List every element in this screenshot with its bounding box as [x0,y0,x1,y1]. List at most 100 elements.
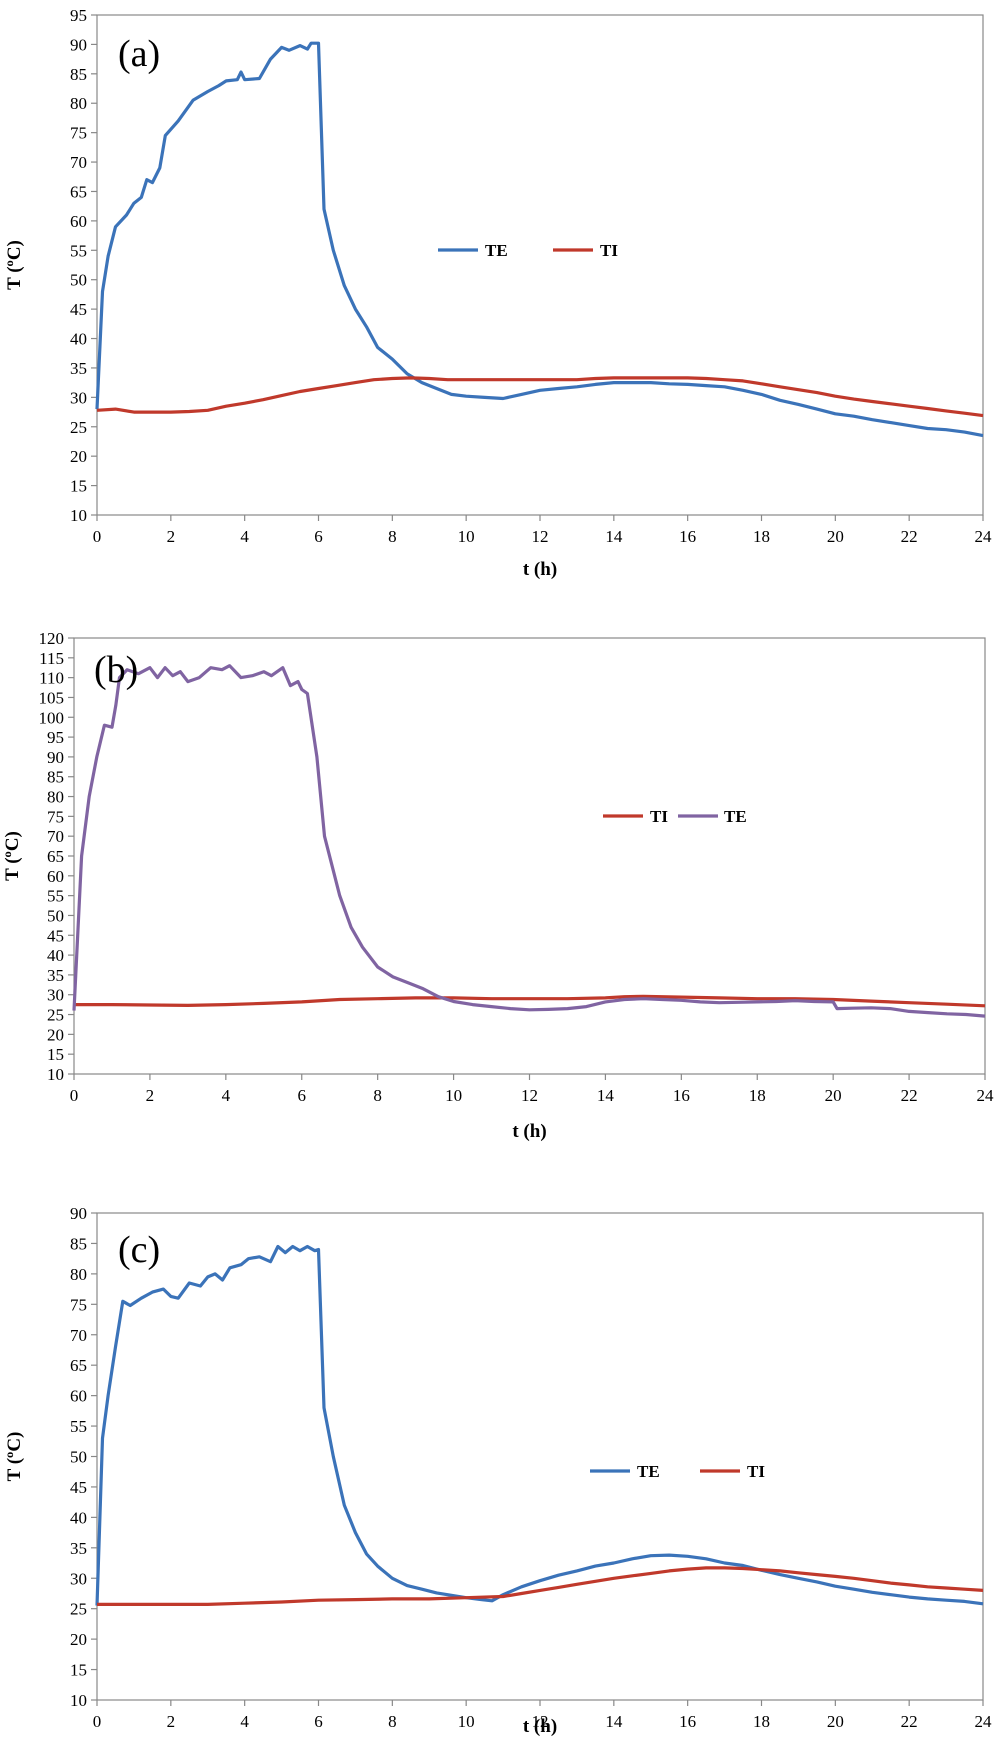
y-tick-label: 80 [47,788,64,807]
y-tick-label: 80 [70,1265,87,1284]
x-tick-label: 8 [373,1086,382,1105]
x-tick-label: 4 [240,527,249,546]
series-line-ti [96,376,984,418]
y-tick-label: 20 [47,1025,64,1044]
y-axis-title: T (ºC) [2,831,23,881]
x-tick-label: 18 [753,527,770,546]
x-axis-title: t (h) [512,1121,546,1142]
series-line-ti [97,1566,984,1606]
x-tick-label: 0 [70,1086,79,1105]
y-tick-label: 45 [47,926,64,945]
x-tick-label: 12 [532,1712,549,1731]
series-line-te [72,664,986,1018]
y-tick-label: 85 [70,65,87,84]
x-tick-label: 2 [146,1086,155,1105]
y-tick-label: 50 [47,906,64,925]
series-line-te [95,1244,984,1606]
x-tick-label: 10 [445,1086,462,1105]
x-tick-label: 16 [679,1712,696,1731]
panel-label: (b) [94,649,138,691]
y-tick-label: 10 [47,1065,64,1084]
y-tick-label: 25 [47,1006,64,1025]
x-tick-label: 14 [605,527,623,546]
y-tick-label: 15 [70,1661,87,1680]
y-tick-label: 85 [70,1234,87,1253]
x-tick-label: 22 [901,1086,918,1105]
y-tick-label: 115 [39,649,64,668]
y-tick-label: 65 [70,182,87,201]
x-tick-label: 18 [749,1086,766,1105]
y-tick-label: 30 [70,388,87,407]
y-tick-label: 55 [70,1417,87,1436]
x-tick-label: 0 [93,1712,102,1731]
y-axis-title: T (ºC) [4,240,25,290]
x-tick-label: 8 [388,527,397,546]
y-tick-label: 35 [70,1539,87,1558]
x-tick-label: 2 [167,1712,176,1731]
y-tick-label: 105 [39,688,65,707]
legend-label-te: TE [724,807,747,826]
x-tick-label: 2 [167,527,176,546]
x-axis-title: t (h) [523,559,557,580]
x-tick-label: 16 [673,1086,690,1105]
x-tick-label: 24 [975,527,993,546]
x-tick-label: 22 [901,527,918,546]
y-tick-label: 65 [70,1356,87,1375]
y-tick-label: 75 [70,1295,87,1314]
y-tick-label: 40 [70,330,87,349]
y-tick-label: 15 [70,477,87,496]
y-tick-label: 30 [47,986,64,1005]
x-tick-label: 14 [597,1086,615,1105]
y-tick-label: 120 [39,629,65,648]
y-tick-label: 35 [70,359,87,378]
x-tick-label: 12 [521,1086,538,1105]
plot-frame [96,14,984,516]
x-tick-label: 0 [93,527,102,546]
legend-label-te: TE [485,241,508,260]
y-tick-label: 95 [47,728,64,747]
y-tick-label: 30 [70,1569,87,1588]
legend-label-ti: TI [600,241,618,260]
y-tick-label: 70 [47,827,64,846]
y-tick-label: 15 [47,1045,64,1064]
y-tick-label: 85 [47,768,64,787]
y-axis-title: T (ºC) [4,1432,25,1482]
y-tick-label: 50 [70,1448,87,1467]
y-tick-label: 70 [70,153,87,172]
y-tick-label: 100 [39,708,65,727]
x-tick-label: 6 [298,1086,307,1105]
x-tick-label: 16 [679,527,696,546]
x-tick-label: 8 [388,1712,397,1731]
y-tick-label: 65 [47,847,64,866]
y-tick-label: 80 [70,94,87,113]
y-tick-label: 20 [70,1630,87,1649]
x-tick-label: 24 [975,1712,993,1731]
y-tick-label: 45 [70,1478,87,1497]
chart-panel-2: 1015202530354045505560657075808590951001… [2,629,994,1142]
y-tick-label: 40 [47,946,64,965]
legend-label-te: TE [637,1462,660,1481]
y-tick-label: 60 [70,1387,87,1406]
legend-label-ti: TI [650,807,668,826]
y-tick-label: 55 [70,241,87,260]
legend-label-ti: TI [747,1462,765,1481]
y-tick-label: 35 [47,966,64,985]
plot-frame [96,1212,984,1701]
x-axis-title: t (h) [523,1716,557,1737]
y-tick-label: 50 [70,271,87,290]
x-tick-label: 6 [314,1712,323,1731]
series-line-ti [74,994,986,1008]
y-tick-label: 20 [70,447,87,466]
x-tick-label: 24 [977,1086,995,1105]
x-tick-label: 10 [458,527,475,546]
x-tick-label: 20 [827,1712,844,1731]
y-tick-label: 25 [70,1600,87,1619]
y-tick-label: 10 [70,506,87,525]
x-tick-label: 14 [605,1712,623,1731]
y-tick-label: 95 [70,6,87,25]
y-tick-label: 75 [47,807,64,826]
panel-label: (c) [118,1229,160,1271]
